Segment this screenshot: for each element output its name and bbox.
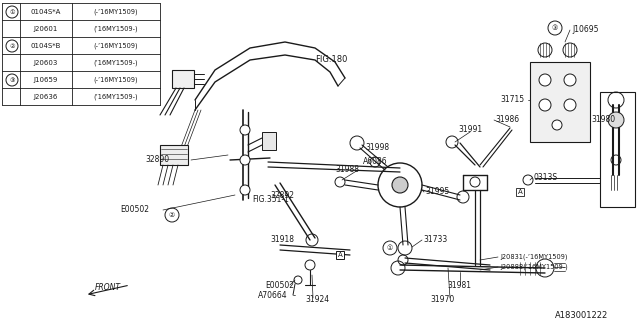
Circle shape <box>539 74 551 86</box>
Text: 0313S: 0313S <box>534 173 558 182</box>
Circle shape <box>564 74 576 86</box>
Circle shape <box>240 125 250 135</box>
Text: (’16MY1509-): (’16MY1509-) <box>93 60 138 66</box>
Text: (-’16MY1509): (-’16MY1509) <box>93 9 138 15</box>
Text: E00502: E00502 <box>120 205 149 214</box>
Circle shape <box>539 99 551 111</box>
Bar <box>160 145 188 165</box>
Text: 31715: 31715 <box>500 95 524 105</box>
Text: A70664: A70664 <box>258 291 287 300</box>
Text: (-’16MY1509): (-’16MY1509) <box>93 77 138 83</box>
Text: 31981: 31981 <box>447 281 471 290</box>
Text: A6086: A6086 <box>363 157 388 166</box>
Bar <box>530 62 590 142</box>
Text: E00502: E00502 <box>265 281 294 290</box>
Text: FIG.180: FIG.180 <box>315 55 348 65</box>
Text: J20603: J20603 <box>34 60 58 66</box>
Circle shape <box>240 155 250 165</box>
Text: ①: ① <box>9 10 15 14</box>
Text: ②: ② <box>9 44 15 49</box>
Text: 32890: 32890 <box>145 156 169 164</box>
Text: 31970: 31970 <box>430 295 454 305</box>
Text: FRONT: FRONT <box>95 284 121 292</box>
Text: ③: ③ <box>9 77 15 83</box>
Text: J20601: J20601 <box>34 26 58 32</box>
Text: ②: ② <box>169 212 175 218</box>
Text: J20888(’16MY1509-): J20888(’16MY1509-) <box>500 264 568 270</box>
Circle shape <box>564 99 576 111</box>
Circle shape <box>608 112 624 128</box>
Text: 31995: 31995 <box>425 188 449 196</box>
Text: ③: ③ <box>552 25 558 31</box>
Text: 31924: 31924 <box>305 295 329 305</box>
Text: J10659: J10659 <box>34 77 58 83</box>
Bar <box>262 132 276 150</box>
Text: 31918: 31918 <box>270 236 294 244</box>
Text: ①: ① <box>387 245 393 251</box>
Text: (’16MY1509-): (’16MY1509-) <box>93 26 138 32</box>
Text: 31986: 31986 <box>495 116 519 124</box>
Text: J20831(-’16MY1509): J20831(-’16MY1509) <box>500 254 568 260</box>
Text: (’16MY1509-): (’16MY1509-) <box>93 94 138 100</box>
Text: A: A <box>518 189 522 195</box>
Circle shape <box>240 185 250 195</box>
Circle shape <box>392 177 408 193</box>
Text: A183001222: A183001222 <box>555 310 608 319</box>
Text: (-’16MY1509): (-’16MY1509) <box>93 43 138 49</box>
Text: A: A <box>338 252 342 258</box>
Text: 0104S*A: 0104S*A <box>31 9 61 15</box>
Text: J20636: J20636 <box>34 94 58 100</box>
Text: 32892: 32892 <box>270 190 294 199</box>
Text: 31733: 31733 <box>423 236 447 244</box>
Text: 0104S*B: 0104S*B <box>31 43 61 49</box>
Bar <box>600 92 635 207</box>
Text: 31998: 31998 <box>365 143 389 153</box>
Circle shape <box>470 177 480 187</box>
Text: 31988: 31988 <box>335 165 359 174</box>
Bar <box>172 70 194 88</box>
Circle shape <box>552 120 562 130</box>
Text: J10695: J10695 <box>572 26 598 35</box>
Text: 31991: 31991 <box>458 125 482 134</box>
Text: FIG.351-1: FIG.351-1 <box>252 196 289 204</box>
Text: 31980: 31980 <box>591 116 615 124</box>
